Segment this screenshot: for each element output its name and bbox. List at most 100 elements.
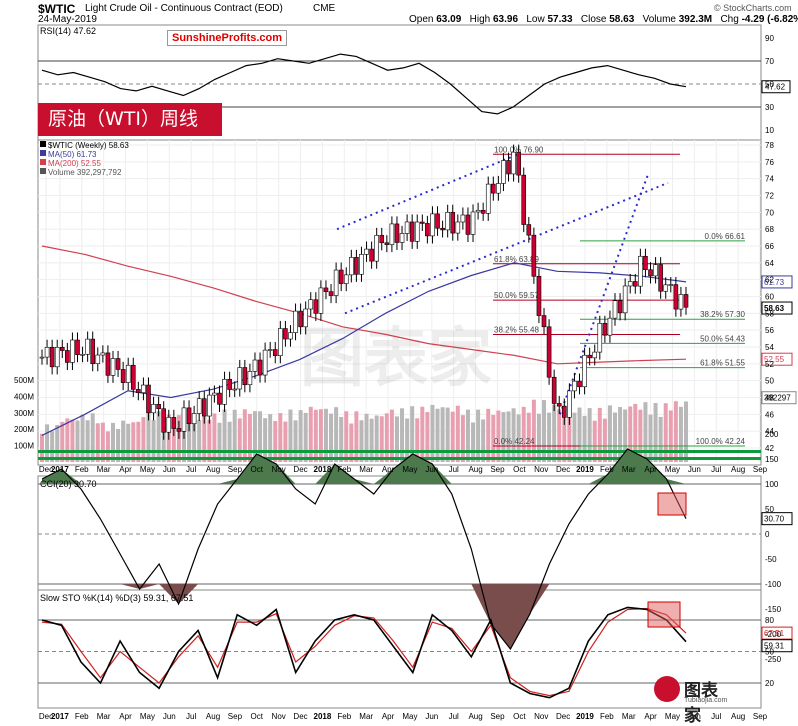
month-label-bottom: 2019 — [576, 712, 594, 721]
volume-tick: 100M — [14, 442, 34, 451]
month-label-bottom: Jul — [186, 712, 196, 721]
month-label-main: Apr — [382, 465, 395, 474]
volume-bar — [293, 420, 298, 462]
price-tick: 46 — [765, 410, 774, 419]
candle-body — [683, 294, 689, 308]
candle-body — [120, 369, 126, 383]
volume-bar — [151, 420, 156, 462]
volume-bar — [501, 412, 506, 462]
month-label-main: May — [402, 465, 417, 474]
candle-body — [369, 248, 374, 262]
candle-body — [227, 378, 232, 390]
volume-bar — [425, 412, 430, 462]
cci-tick: -200 — [765, 630, 782, 639]
candle-body — [70, 339, 75, 363]
month-label-main: Aug — [468, 465, 482, 474]
fib-rally-label: 61.8% 51.55 — [700, 359, 745, 368]
volume-bar — [582, 415, 587, 462]
candle-body — [333, 269, 339, 296]
volume-bar — [552, 404, 557, 462]
volume-bar — [45, 424, 50, 462]
rsi-tick: 10 — [765, 126, 774, 135]
price-tick: 48 — [765, 394, 774, 403]
candle-body — [663, 284, 669, 292]
candle-body — [59, 347, 65, 351]
candle-body — [399, 233, 405, 243]
candle-body — [404, 221, 410, 234]
month-label-main: Jun — [688, 465, 701, 474]
cci-tick: -250 — [765, 655, 782, 664]
cci-tick: -50 — [765, 555, 777, 564]
volume-bar — [521, 406, 526, 462]
volume-bar — [435, 408, 440, 462]
candle-body — [511, 151, 516, 175]
month-label-main: Feb — [600, 465, 614, 474]
month-label-bottom: Dec — [556, 712, 570, 721]
candle-body — [673, 284, 679, 310]
volume-bar — [607, 405, 612, 462]
price-tick: 60 — [765, 293, 774, 302]
month-label-bottom: Aug — [731, 712, 745, 721]
candle-body — [207, 394, 212, 417]
month-label-bottom: Apr — [119, 712, 132, 721]
volume-bar — [283, 421, 288, 462]
month-label-bottom: Dec — [293, 712, 307, 721]
volume-bar — [181, 422, 186, 462]
candle-body — [105, 352, 111, 376]
price-marker-box — [761, 301, 793, 315]
candle-body — [572, 380, 577, 392]
candle-body — [252, 359, 258, 372]
volume-bar — [557, 409, 562, 462]
symbol: $WTIC — [38, 2, 76, 16]
volume-bar — [516, 414, 521, 462]
sto-tick: 20 — [765, 679, 774, 688]
candle-body — [359, 254, 364, 275]
volume-bar — [349, 423, 354, 462]
volume-bar — [394, 416, 399, 462]
candle-body — [364, 248, 369, 255]
candle-body — [617, 300, 623, 314]
month-label-bottom: Dec — [39, 712, 53, 721]
month-label-bottom: 2018 — [314, 712, 332, 721]
candle-body — [627, 281, 633, 287]
candle-body — [384, 242, 390, 245]
price-tick: 70 — [765, 208, 774, 217]
sto-k-line — [41, 606, 687, 699]
cci-tick: -100 — [765, 580, 782, 589]
volume-bar — [440, 407, 445, 462]
volume-bar — [597, 407, 602, 462]
candle-body — [597, 323, 603, 353]
month-label-main: 2018 — [314, 465, 332, 474]
sto-tick: 50 — [765, 648, 774, 657]
month-label-main: 2017 — [51, 465, 69, 474]
volume-bar — [313, 409, 318, 462]
cci-highlight-box — [657, 492, 687, 516]
price-tick: 54 — [765, 343, 774, 352]
volume-tick: 500M — [14, 376, 34, 385]
candle-body — [130, 364, 136, 390]
month-label-bottom: Jun — [688, 712, 701, 721]
candle-body — [632, 281, 638, 287]
candle-body — [561, 405, 567, 418]
volume-bar — [653, 403, 658, 462]
price-tick: 44 — [765, 427, 774, 436]
candle-body — [212, 392, 217, 396]
volume-bar — [542, 400, 547, 462]
candle-body — [612, 300, 618, 319]
candle-body — [181, 407, 187, 432]
candle-body — [445, 212, 450, 231]
candle-body — [44, 347, 50, 358]
candle-body — [475, 209, 481, 213]
cci-oversold-fill — [42, 584, 686, 649]
volume-bar — [455, 405, 460, 462]
candle-body — [343, 274, 349, 284]
candle-body — [556, 403, 562, 407]
volume-bar — [80, 414, 85, 462]
volume-bar — [237, 418, 242, 462]
sto-label: Slow STO %K(14) %D(3) 59.31, 67.51 — [40, 593, 193, 603]
volume-bar — [303, 412, 308, 462]
month-label-bottom: Jul — [711, 712, 721, 721]
volume-bar — [663, 403, 668, 462]
month-label-main: Dec — [39, 465, 53, 474]
volume-bar — [273, 421, 278, 462]
